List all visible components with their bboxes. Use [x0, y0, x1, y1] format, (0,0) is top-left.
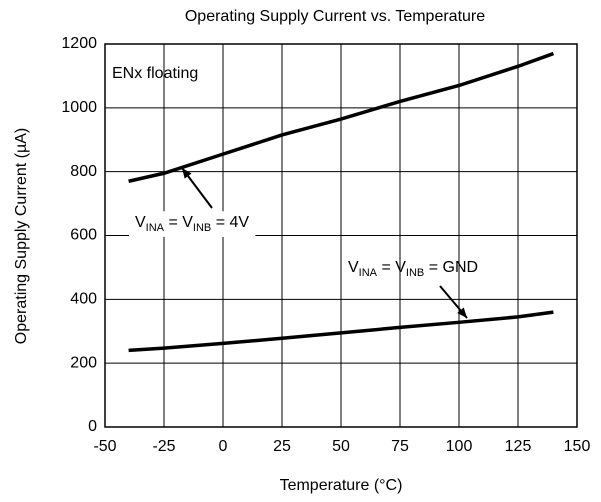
- y-tick-label: 200: [70, 354, 97, 371]
- annotation-part: = V: [164, 214, 193, 231]
- annotation-background: [129, 211, 256, 237]
- chart-title: Operating Supply Current vs. Temperature: [185, 8, 485, 25]
- y-tick-label: 800: [70, 163, 97, 180]
- arrow-head: [457, 307, 467, 318]
- x-tick-label: 75: [391, 438, 409, 455]
- arrow-head: [182, 168, 192, 179]
- y-tick-label: 1000: [61, 99, 97, 116]
- annotation: VINA = VINB = GND: [348, 259, 478, 279]
- y-tick-label: 600: [70, 227, 97, 244]
- annotation-part: V: [135, 214, 146, 231]
- x-tick-label: 150: [564, 438, 591, 455]
- y-tick-label: 0: [88, 418, 97, 435]
- x-tick-label: 50: [332, 438, 350, 455]
- annotation: ENx floating: [112, 65, 198, 82]
- annotation-part: = 4V: [211, 214, 249, 231]
- series-line: [128, 51, 554, 183]
- annotation-part: INB: [193, 222, 211, 234]
- y-axis-label: Operating Supply Current (µA): [13, 128, 30, 344]
- x-tick-label: -50: [93, 438, 116, 455]
- annotation-part: = V: [377, 259, 406, 276]
- annotation-part: INA: [146, 222, 165, 234]
- annotation-part: = GND: [424, 259, 478, 276]
- annotation-part: ENx floating: [112, 65, 198, 82]
- x-tick-label: 25: [273, 438, 291, 455]
- y-tick-label: 400: [70, 291, 97, 308]
- annotation-part: INA: [359, 267, 378, 279]
- y-tick-label: 1200: [61, 35, 97, 52]
- annotation: VINA = VINB = 4V: [135, 214, 249, 234]
- x-tick-label: -25: [152, 438, 175, 455]
- series-line: [128, 310, 554, 353]
- x-axis-label: Temperature (°C): [280, 477, 403, 494]
- annotation-part: INB: [406, 267, 424, 279]
- x-tick-label: 100: [446, 438, 473, 455]
- x-tick-label: 0: [219, 438, 228, 455]
- annotation-part: V: [348, 259, 359, 276]
- x-tick-label: 125: [505, 438, 532, 455]
